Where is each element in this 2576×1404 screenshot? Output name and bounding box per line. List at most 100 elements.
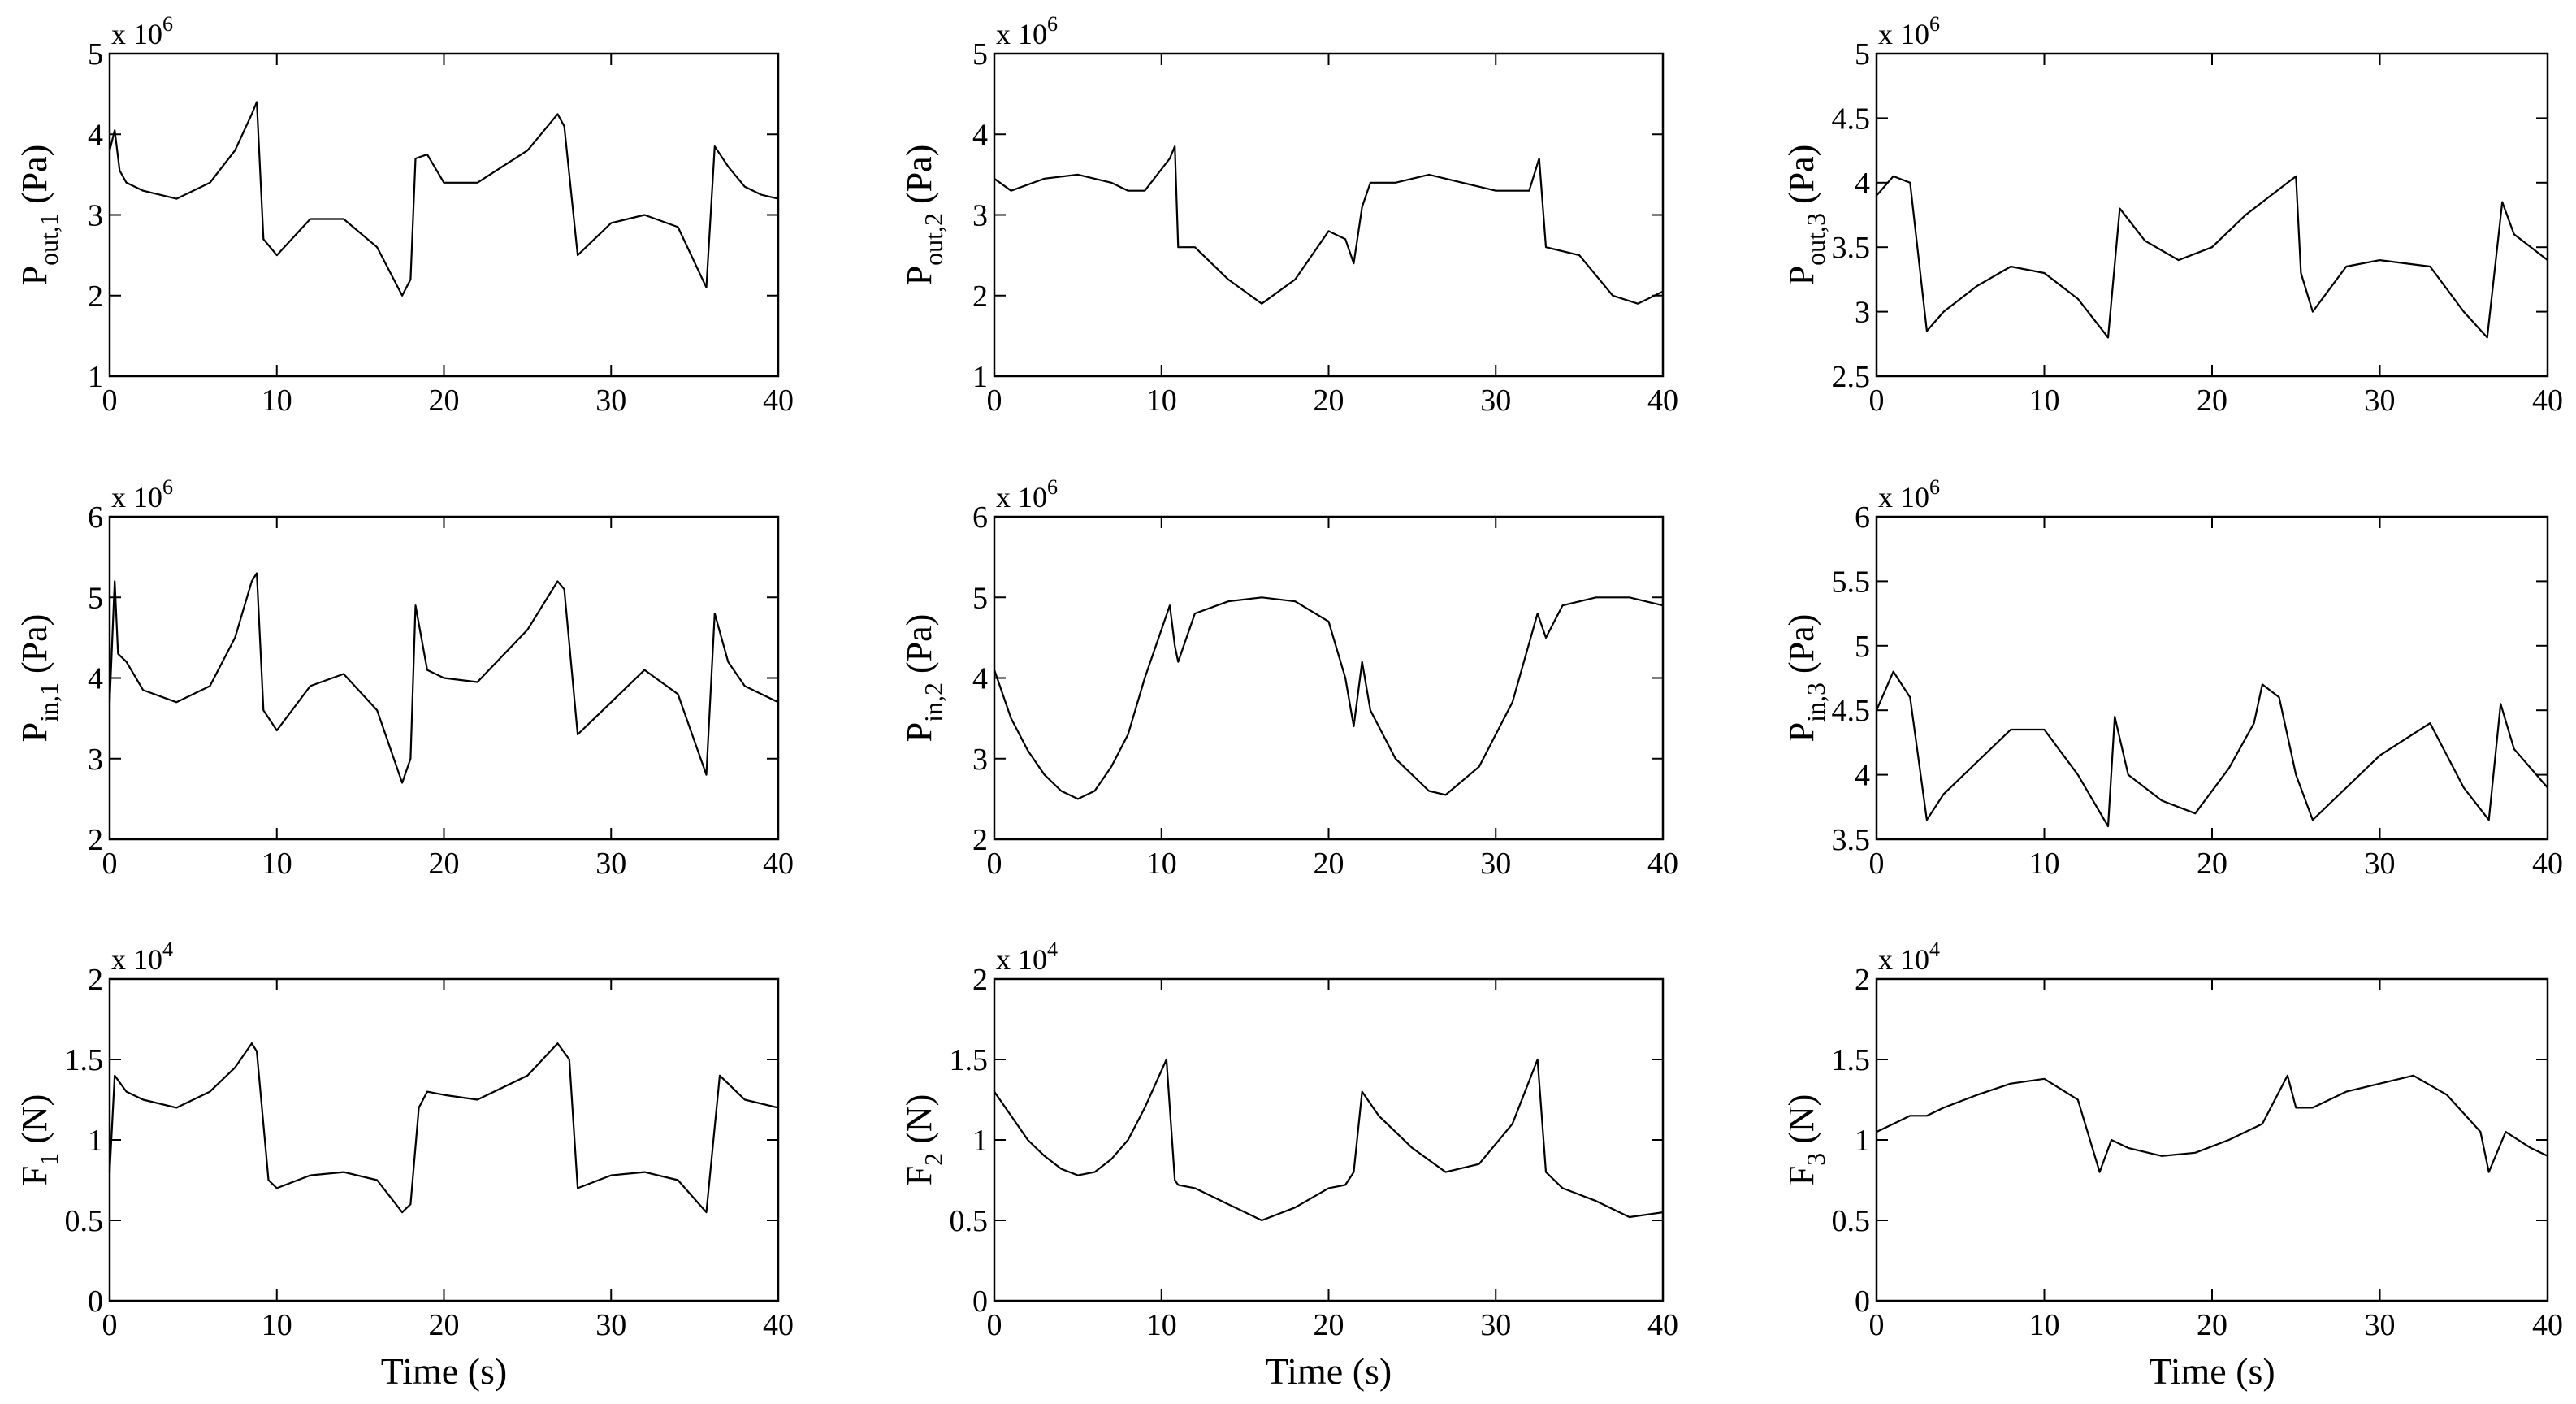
- chart-panel-9: 0 10 20 30 40 0 0.5 1 1.5 2x 104 F3 (N) Time (s): [1782, 938, 2563, 1392]
- y-tick-label: 2: [88, 963, 103, 997]
- x-tick-label: 10: [262, 1308, 292, 1342]
- y-tick-label: 3: [972, 199, 988, 233]
- y-tick-label: 3: [972, 743, 988, 777]
- x-tick-label: 30: [2365, 847, 2396, 881]
- y-tick-label: 4: [1855, 759, 1870, 793]
- y-tick-label: 5.5: [1832, 565, 1871, 599]
- axis-multiplier: x 104: [111, 938, 173, 976]
- axis-multiplier: x 104: [1878, 938, 1940, 976]
- axis-multiplier: x 106: [111, 12, 173, 50]
- y-tick-label: 1: [972, 1124, 988, 1158]
- y-tick-label: 1: [88, 360, 103, 394]
- x-tick-label: 20: [2197, 384, 2227, 418]
- axis-multiplier: x 106: [996, 475, 1058, 514]
- y-axis-label: F2 (N): [899, 1094, 948, 1186]
- chart-panel-6: 0 10 20 30 40 3.5 4 4.5 5 5.5 6x 106 Pin,3 (Pa): [1782, 475, 2563, 881]
- x-tick-label: 20: [2197, 1308, 2227, 1342]
- y-tick-label: 4: [1855, 167, 1870, 201]
- chart-panel-8: 0 10 20 30 40 0 0.5 1 1.5 2x 104 F2 (N) Time (s): [899, 938, 1678, 1392]
- y-tick-label: 4.5: [1832, 102, 1871, 136]
- y-axis-label: Pout,2 (Pa): [899, 145, 948, 286]
- x-tick-label: 40: [763, 384, 794, 418]
- chart-panel-5: 0 10 20 30 40 2 3 4 5 6x 106 Pin,2 (Pa): [899, 475, 1678, 881]
- y-tick-label: 5: [88, 37, 103, 72]
- data-line-1: [1876, 1074, 2548, 1173]
- y-tick-label: 5: [1855, 37, 1870, 72]
- x-tick-label: 30: [595, 847, 626, 881]
- y-axis-label: Pout,3 (Pa): [1782, 145, 1830, 286]
- x-tick-label: 40: [1647, 1308, 1678, 1342]
- data-line-1: [994, 1058, 1664, 1222]
- data-line-1: [993, 596, 1664, 800]
- x-tick-label: 10: [2029, 847, 2060, 881]
- x-axis-label: Time (s): [2149, 1350, 2275, 1392]
- x-tick-label: 0: [987, 384, 1002, 418]
- x-tick-label: 40: [2532, 847, 2563, 881]
- data-line-1: [1876, 175, 2548, 339]
- x-tick-label: 40: [1647, 847, 1678, 881]
- axis-multiplier: x 104: [996, 938, 1058, 976]
- x-tick-label: 30: [2365, 384, 2396, 418]
- y-tick-label: 3.5: [1832, 231, 1871, 265]
- y-tick-label: 4.5: [1832, 694, 1871, 728]
- y-tick-label: 3: [88, 199, 103, 233]
- x-tick-label: 40: [763, 847, 794, 881]
- x-tick-label: 20: [2197, 847, 2227, 881]
- x-tick-label: 20: [1314, 384, 1344, 418]
- axis-multiplier: x 106: [996, 12, 1058, 50]
- data-line-1: [108, 101, 779, 297]
- chart-panel-4: 0 10 20 30 40 2 3 4 5 6x 106 Pin,1 (Pa): [15, 475, 794, 881]
- y-axis-label: Pin,3 (Pa): [1782, 614, 1830, 743]
- y-tick-label: 0: [1855, 1285, 1870, 1319]
- y-tick-label: 3: [1855, 296, 1870, 330]
- plot-frame: [993, 52, 1665, 378]
- chart-panel-1: 0 10 20 30 40 1 2 3 4 5x 106 Pout,1 (Pa): [15, 12, 794, 418]
- y-tick-label: 5: [88, 581, 103, 615]
- x-tick-label: 30: [595, 1308, 626, 1342]
- chart-panel-7: 0 10 20 30 40 0 0.5 1 1.5 2x 104 F1 (N) Time (s): [15, 938, 794, 1392]
- axis-multiplier: x 106: [1878, 12, 1940, 50]
- y-tick-label: 0.5: [1832, 1204, 1871, 1238]
- x-tick-label: 20: [429, 384, 460, 418]
- y-tick-label: 6: [88, 500, 103, 535]
- data-line-1: [108, 572, 779, 784]
- x-tick-label: 0: [1869, 847, 1885, 881]
- y-tick-label: 2.5: [1832, 360, 1871, 394]
- x-tick-label: 20: [1314, 847, 1344, 881]
- y-tick-label: 1: [972, 360, 988, 394]
- x-tick-label: 10: [1146, 1308, 1177, 1342]
- y-tick-label: 4: [972, 118, 988, 152]
- y-tick-label: 5: [972, 581, 988, 615]
- y-axis-label: Pin,1 (Pa): [15, 614, 63, 743]
- y-tick-label: 1.5: [950, 1043, 989, 1077]
- y-tick-label: 2: [972, 280, 988, 314]
- y-axis-label: F1 (N): [15, 1094, 63, 1186]
- axis-multiplier: x 106: [1878, 475, 1940, 514]
- y-tick-label: 2: [972, 963, 988, 997]
- chart-panel-3: 0 10 20 30 40 2.5 3 3.5 4 4.5 5x 106 Pout,3 (Pa): [1782, 12, 2563, 418]
- plot-frame: [1875, 977, 2549, 1302]
- y-tick-label: 5: [1855, 630, 1870, 664]
- x-tick-label: 20: [429, 1308, 460, 1342]
- y-tick-label: 0: [972, 1285, 988, 1319]
- y-tick-label: 1: [88, 1124, 103, 1158]
- plot-frame: [1875, 52, 2549, 378]
- x-tick-label: 20: [429, 847, 460, 881]
- data-line-1: [108, 1042, 779, 1214]
- x-tick-label: 10: [262, 384, 292, 418]
- x-tick-label: 0: [1869, 384, 1885, 418]
- data-line-1: [1875, 670, 2548, 828]
- y-tick-label: 4: [88, 662, 103, 696]
- y-tick-label: 4: [972, 662, 988, 696]
- x-tick-label: 40: [1647, 384, 1678, 418]
- plot-frame: [108, 977, 780, 1302]
- y-tick-label: 2: [972, 823, 988, 857]
- y-axis-label: Pin,2 (Pa): [899, 614, 948, 743]
- x-tick-label: 40: [2532, 384, 2563, 418]
- y-tick-label: 6: [1855, 500, 1870, 535]
- x-axis-label: Time (s): [381, 1350, 508, 1392]
- x-tick-label: 0: [987, 847, 1002, 881]
- x-tick-label: 30: [2365, 1308, 2396, 1342]
- x-tick-label: 10: [1146, 847, 1177, 881]
